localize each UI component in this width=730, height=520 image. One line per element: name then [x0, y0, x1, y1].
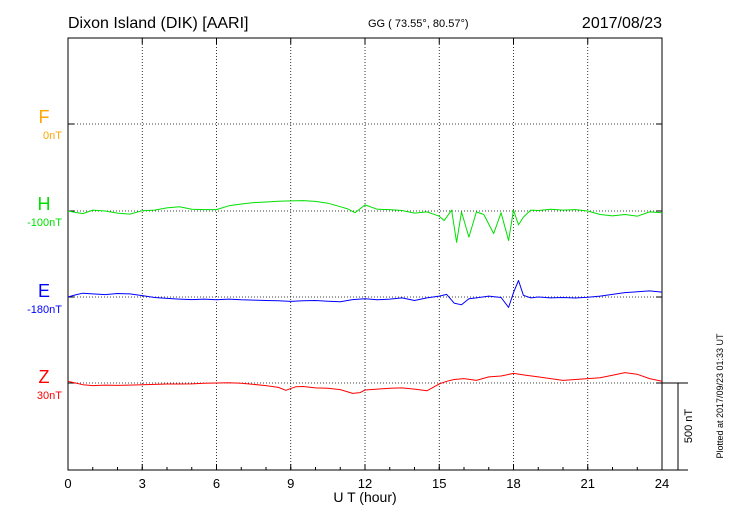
grid: [68, 38, 662, 470]
x-tick-label: 24: [655, 476, 669, 491]
x-tick-label: 12: [358, 476, 372, 491]
scale-bar-label: 500 nT: [683, 409, 695, 444]
coords-label: GG ( 73.55°, 80.57°): [368, 18, 469, 30]
series-name-f: F: [39, 107, 50, 127]
series-offset-z: 30nT: [37, 390, 62, 402]
series-line-e: [67, 280, 663, 308]
x-tick-label: 15: [432, 476, 446, 491]
series-offset-f: 0nT: [43, 130, 62, 142]
station-title: Dixon Island (DIK) [AARI]: [68, 15, 249, 32]
series-lines: [67, 200, 663, 394]
x-tick-label: 21: [581, 476, 595, 491]
series-line-z: [67, 372, 663, 394]
x-tick-label: 6: [213, 476, 220, 491]
x-axis-label: U T (hour): [333, 489, 396, 505]
x-tick-label: 18: [506, 476, 520, 491]
series-line-h: [67, 200, 663, 243]
series-labels: F 0nT H -100nT E -180nT Z 30nT: [27, 107, 62, 402]
x-tick-label: 9: [287, 476, 294, 491]
series-offset-e: -180nT: [27, 304, 62, 316]
plotted-at-note: Plotted at 2017/09/23 01:33 UT: [715, 333, 725, 459]
x-ticks: 0 3 6 9 12 15 18 21 24: [64, 38, 669, 491]
series-name-e: E: [38, 281, 50, 301]
scale-bar: 500 nT: [662, 382, 695, 471]
x-tick-label: 3: [139, 476, 146, 491]
series-offset-h: -100nT: [27, 217, 62, 229]
series-name-z: Z: [39, 367, 50, 387]
series-name-h: H: [38, 194, 51, 214]
date-label: 2017/08/23: [582, 15, 662, 32]
x-tick-label: 0: [64, 476, 71, 491]
